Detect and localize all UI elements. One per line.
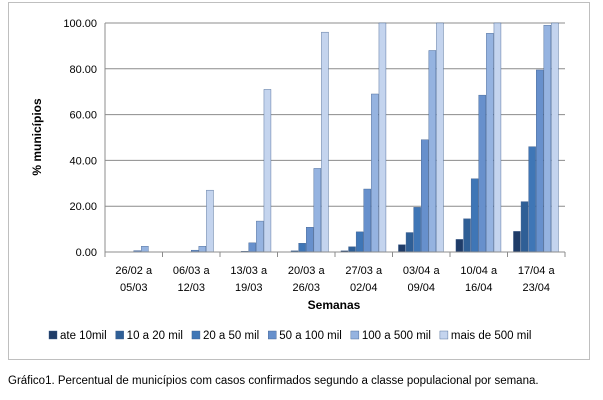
bar [263,89,272,253]
legend-swatch [115,330,124,340]
chart-frame: 0.00 20.00 40.00 60.00 80.00 100.00 26/02 a 05/… [8,2,590,360]
bar [141,246,149,253]
x-tick-label: 17/04 a [518,265,556,277]
x-tick-label: 23/04 [522,282,550,294]
bar [413,207,421,253]
bar-chart: 0.00 20.00 40.00 60.00 80.00 100.00 26/02 a 05/… [30,18,566,342]
x-tick-label: 05/03 [120,282,148,294]
bar [486,33,494,253]
y-tick-label: 100.00 [63,18,97,30]
x-tick-label: 09/04 [407,282,435,294]
x-axis-title: Semanas [308,298,361,312]
x-tick-label: 13/03 a [230,265,268,277]
bar [513,231,521,253]
x-tick-label: 02/04 [350,282,378,294]
figure-caption: Gráfico1. Percentual de municípios com c… [8,375,539,387]
legend-swatch [350,330,360,340]
bar [470,178,479,253]
bar [398,244,406,253]
bar [363,188,371,253]
y-tick-label: 60.00 [69,110,97,122]
x-tick-label: 16/04 [465,282,493,294]
legend-swatch [48,330,58,340]
legend-entry: mais de 500 mil [451,330,532,342]
x-tick-label: 03/04 a [403,265,441,277]
bar [298,243,306,253]
legend-entry: 20 a 50 mil [203,330,259,342]
legend-swatch [191,330,201,340]
bar [421,139,429,253]
bar [313,168,322,253]
bar [348,246,356,253]
x-tick-label: 26/02 a [115,265,153,277]
bar [256,220,264,253]
y-axis-title: % municípios [30,98,44,176]
y-tick-label: 20.00 [69,201,97,213]
legend-entry: 50 a 100 mil [279,330,342,342]
bar [463,218,471,253]
bar [321,31,329,253]
bar [371,93,379,253]
y-tick-label: 0.00 [76,247,97,259]
legend-entry: 100 a 500 mil [362,330,431,342]
x-tick-label: 10/04 a [460,265,498,277]
bars [133,22,559,253]
bar [248,242,256,253]
axes: 0.00 20.00 40.00 60.00 80.00 100.00 26/02 a 05/… [63,18,566,294]
bar [536,69,544,253]
x-tick-label: 27/03 a [345,265,383,277]
bar [198,246,207,253]
y-tick-label: 40.00 [69,155,97,167]
bar [528,146,536,253]
bar [551,22,559,253]
bar [520,201,529,253]
y-tick-label: 80.00 [69,64,97,76]
bar [436,22,444,253]
x-tick-label: 12/03 [177,282,205,294]
x-tick-label: 19/03 [235,282,263,294]
x-tick-label: 26/03 [292,282,320,294]
bar [543,25,552,253]
bar [455,239,464,253]
legend-entry: 10 a 20 mil [127,330,183,342]
bar [405,232,414,253]
bar [428,50,437,253]
bar [355,231,364,253]
bar [478,94,486,253]
bar [493,22,502,253]
legend-entry: ate 10mil [60,330,107,342]
x-tick-label: 06/03 a [173,265,211,277]
x-tick-label: 20/03 a [288,265,326,277]
legend-swatch [268,330,277,340]
legend: ate 10mil 10 a 20 mil 20 a 50 mil 50 a 100 … [48,330,532,342]
bar [306,227,314,253]
legend-swatch [439,330,449,340]
bar [378,22,387,253]
bar [206,189,214,253]
